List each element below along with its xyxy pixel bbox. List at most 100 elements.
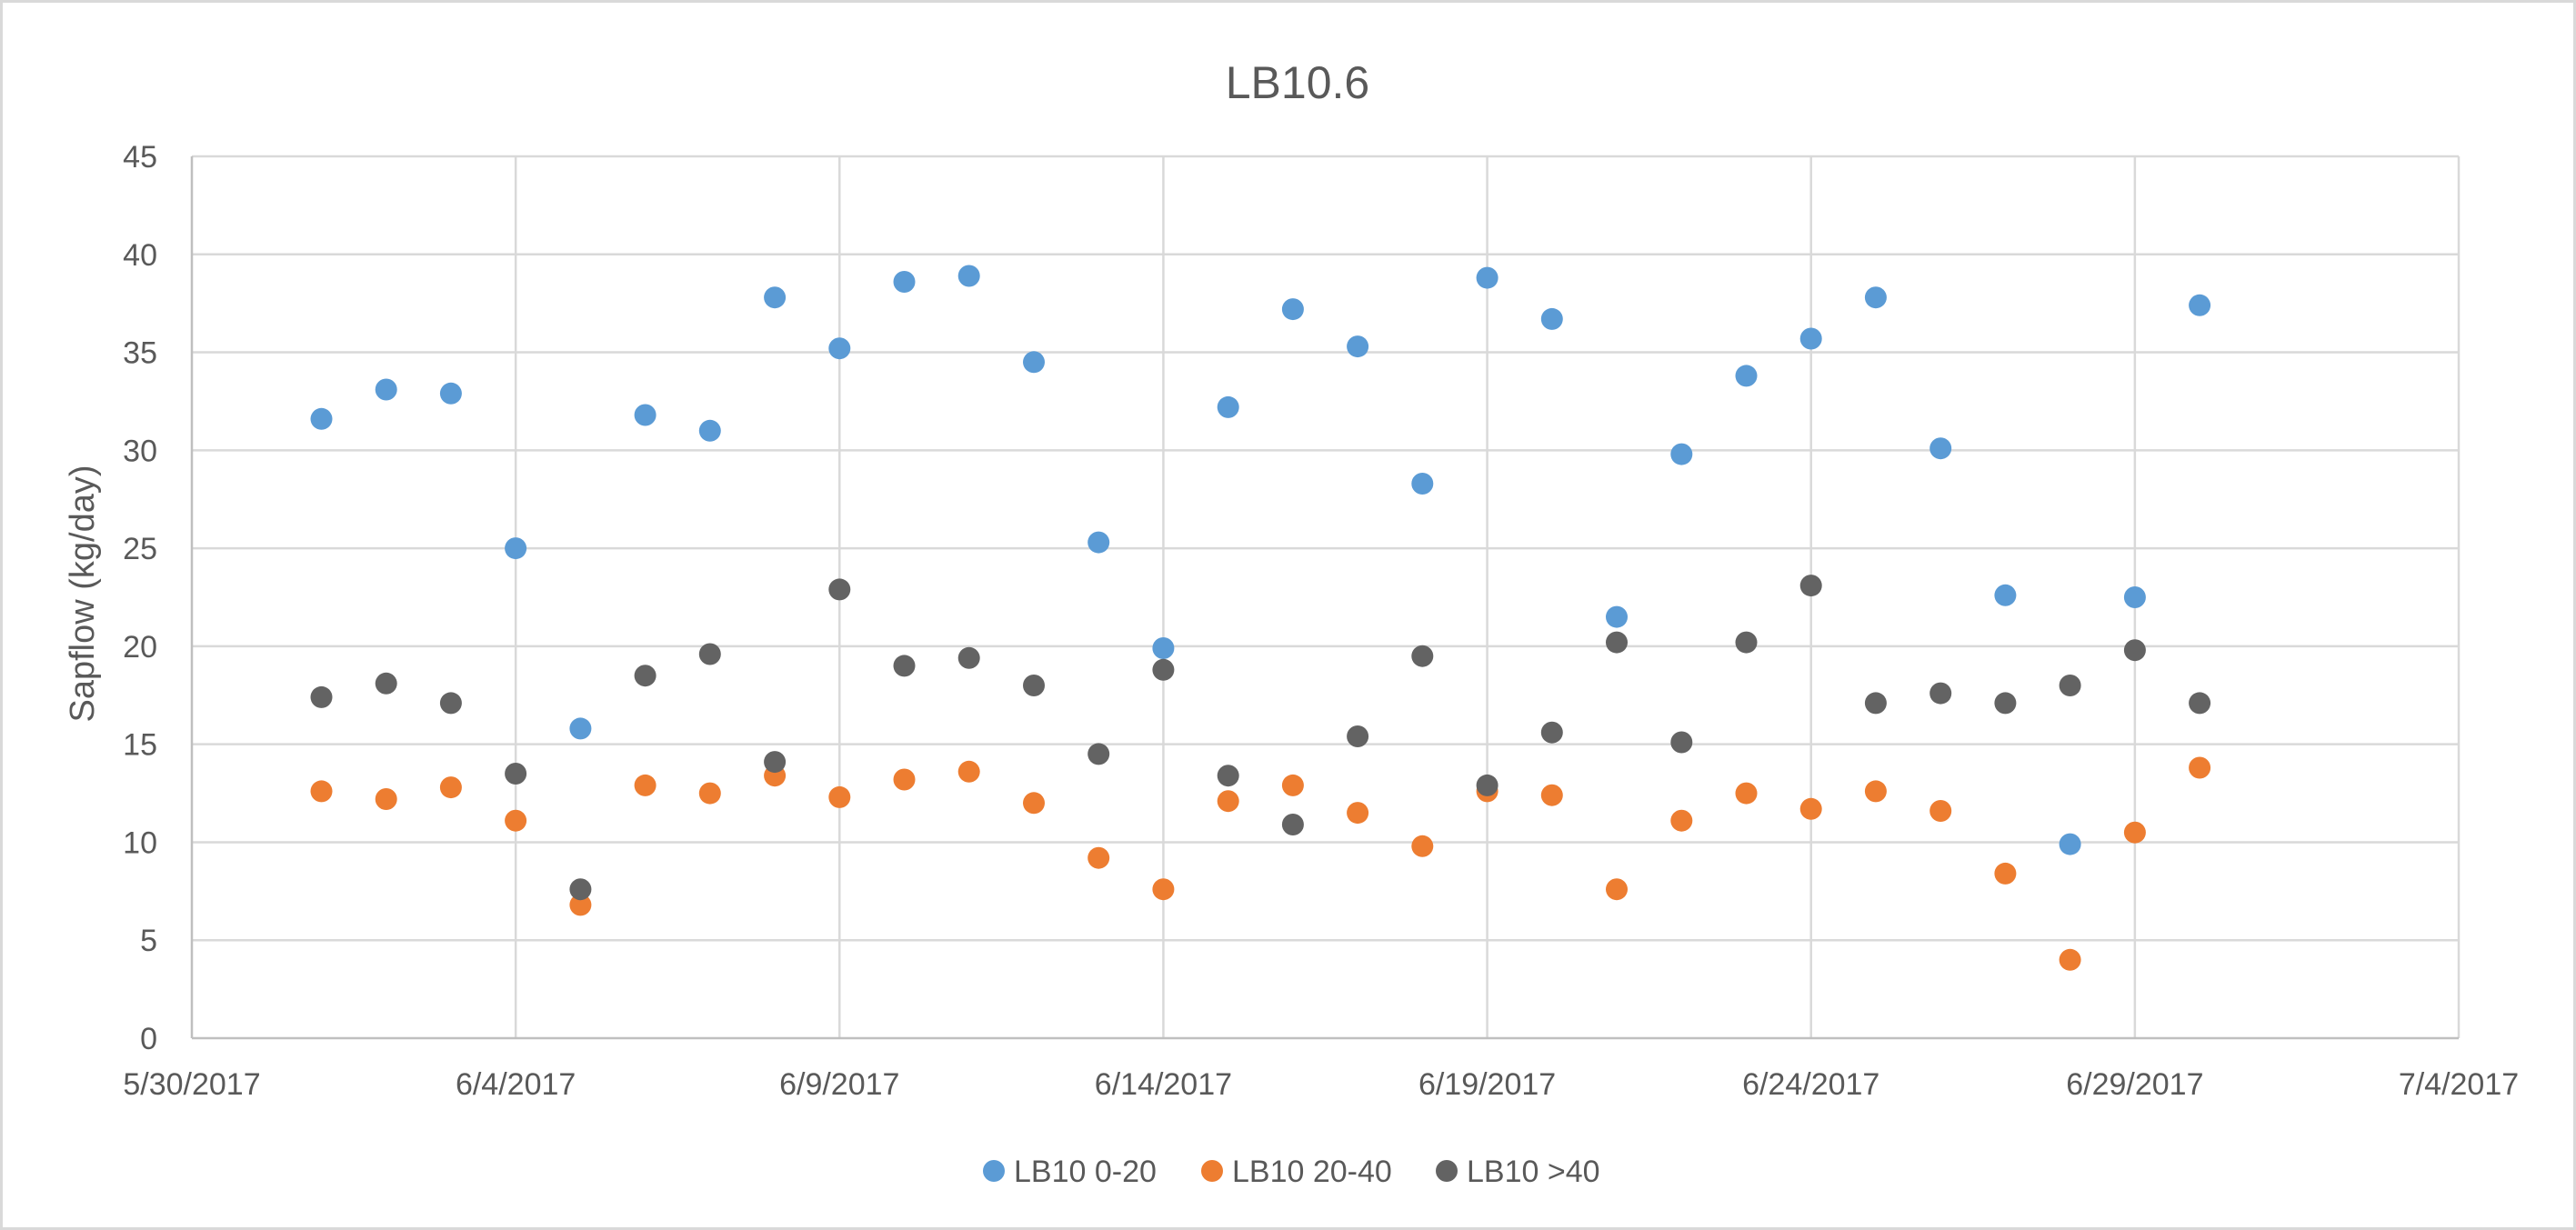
y-tick-label: 0 bbox=[140, 1022, 157, 1056]
scatter-chart: LB10.6 Sapflow (kg/day) 0 5 10 15 20 25 30 35 40… bbox=[64, 57, 2519, 1189]
x-tick-label: 6/24/2017 bbox=[1742, 1067, 1879, 1102]
data-point bbox=[1929, 437, 1952, 460]
y-axis-title: Sapflow (kg/day) bbox=[64, 465, 102, 722]
data-point bbox=[310, 685, 333, 708]
data-point bbox=[569, 878, 592, 901]
y-tick-label: 45 bbox=[123, 140, 157, 175]
data-point bbox=[957, 646, 980, 669]
data-point bbox=[1281, 774, 1304, 796]
data-point bbox=[1347, 725, 1369, 747]
data-point bbox=[1023, 792, 1045, 815]
y-tick-label: 10 bbox=[123, 825, 157, 860]
data-point bbox=[1864, 286, 1887, 309]
data-point bbox=[828, 785, 851, 808]
data-point bbox=[2059, 833, 2081, 855]
data-point bbox=[439, 382, 462, 405]
data-point bbox=[957, 760, 980, 783]
data-point bbox=[1023, 351, 1045, 374]
data-point bbox=[1088, 846, 1110, 869]
data-point bbox=[1540, 721, 1563, 744]
legend-label: LB10 0-20 bbox=[1014, 1155, 1157, 1189]
data-point bbox=[1606, 631, 1628, 654]
data-point bbox=[1540, 784, 1563, 806]
y-tick-label: 20 bbox=[123, 630, 157, 665]
data-point bbox=[893, 655, 916, 677]
data-point bbox=[1670, 443, 1693, 465]
series-1 bbox=[310, 756, 2211, 971]
data-point bbox=[439, 776, 462, 799]
data-point bbox=[893, 271, 916, 293]
data-point bbox=[1411, 645, 1434, 667]
series-2 bbox=[310, 575, 2211, 901]
data-point bbox=[828, 337, 851, 360]
data-point bbox=[2059, 948, 2081, 971]
data-point bbox=[1217, 765, 1239, 787]
data-point bbox=[764, 286, 787, 309]
data-point bbox=[310, 780, 333, 803]
x-tick-label: 6/9/2017 bbox=[779, 1067, 899, 1102]
data-point bbox=[828, 578, 851, 601]
data-point bbox=[2189, 692, 2211, 715]
data-point bbox=[1735, 782, 1758, 805]
data-point bbox=[1088, 531, 1110, 554]
data-point bbox=[2189, 756, 2211, 779]
legend-label: LB10 >40 bbox=[1467, 1155, 1600, 1189]
data-point bbox=[1088, 743, 1110, 765]
data-point bbox=[1799, 797, 1822, 820]
data-point bbox=[1217, 790, 1239, 813]
data-point bbox=[1929, 682, 1952, 705]
data-point bbox=[2189, 294, 2211, 316]
data-point bbox=[1929, 800, 1952, 822]
data-point bbox=[2123, 586, 2146, 608]
data-point bbox=[1152, 637, 1175, 659]
data-point bbox=[1217, 395, 1239, 418]
data-point bbox=[310, 407, 333, 430]
data-point bbox=[634, 774, 657, 796]
data-point bbox=[698, 419, 721, 442]
x-tick-label: 6/19/2017 bbox=[1418, 1067, 1556, 1102]
y-axis-tick-labels: 0 5 10 15 20 25 30 35 40 45 bbox=[123, 140, 157, 1056]
data-point bbox=[439, 692, 462, 715]
data-point bbox=[505, 763, 527, 785]
x-tick-label: 5/30/2017 bbox=[123, 1067, 260, 1102]
data-point bbox=[1411, 473, 1434, 495]
data-point bbox=[2123, 639, 2146, 662]
data-point bbox=[505, 809, 527, 832]
data-point bbox=[1670, 731, 1693, 754]
data-point bbox=[569, 717, 592, 740]
data-point bbox=[1670, 809, 1693, 832]
x-axis-tick-labels: 5/30/2017 6/4/2017 6/9/2017 6/14/2017 6/19/2… bbox=[123, 1067, 2519, 1102]
data-point bbox=[375, 378, 397, 401]
data-point bbox=[764, 751, 787, 774]
axes bbox=[190, 156, 2459, 1040]
data-point bbox=[2059, 675, 2081, 696]
data-point bbox=[1476, 774, 1498, 796]
data-point bbox=[1606, 605, 1628, 628]
legend-label: LB10 20-40 bbox=[1232, 1155, 1392, 1189]
y-tick-label: 15 bbox=[123, 728, 157, 763]
legend-marker bbox=[983, 1160, 1005, 1182]
data-point bbox=[1735, 365, 1758, 387]
legend-marker bbox=[1201, 1160, 1223, 1182]
data-point bbox=[1347, 802, 1369, 825]
y-tick-label: 40 bbox=[123, 238, 157, 273]
y-tick-label: 5 bbox=[140, 924, 157, 958]
data-point bbox=[1606, 878, 1628, 901]
data-point bbox=[1994, 862, 2017, 885]
data-point bbox=[1281, 814, 1304, 835]
data-point bbox=[1281, 298, 1304, 321]
legend-marker bbox=[1436, 1160, 1458, 1182]
data-point bbox=[1994, 584, 2017, 606]
data-point bbox=[1411, 835, 1434, 857]
data-point bbox=[1347, 335, 1369, 358]
data-points bbox=[310, 265, 2211, 971]
data-point bbox=[1864, 692, 1887, 715]
x-tick-label: 6/14/2017 bbox=[1095, 1067, 1232, 1102]
x-tick-label: 6/4/2017 bbox=[456, 1067, 576, 1102]
data-point bbox=[634, 665, 657, 687]
data-point bbox=[2123, 821, 2146, 844]
data-point bbox=[1799, 327, 1822, 350]
data-point bbox=[375, 788, 397, 810]
data-point bbox=[1864, 780, 1887, 803]
